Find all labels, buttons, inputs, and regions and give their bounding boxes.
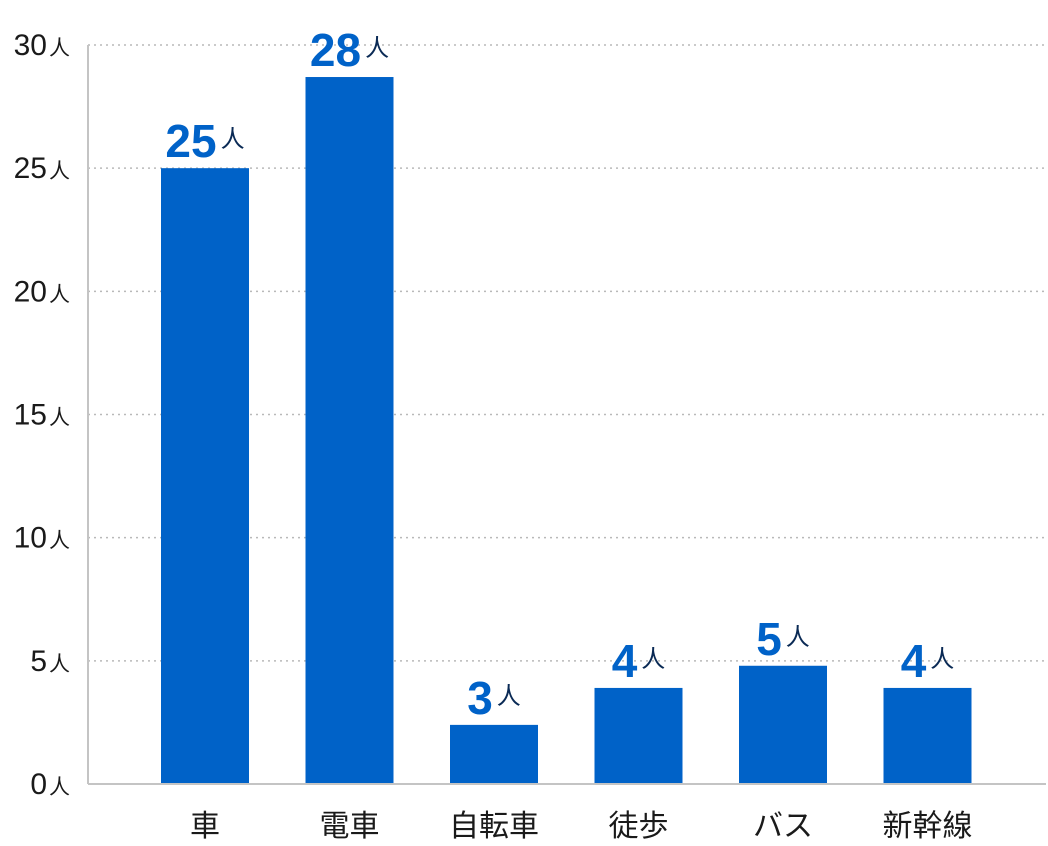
x-tick-label-2: 自転車 — [449, 809, 539, 844]
x-tick-label-4: バス — [753, 809, 813, 844]
bar-1 — [305, 77, 394, 785]
y-tick-label-25: 25人 — [14, 152, 70, 185]
bar-3 — [594, 687, 683, 784]
y-tick-label-15: 15人 — [14, 399, 70, 432]
data-labels: 25 人 28 人 3 人 4 人 5 人 4 人 — [165, 24, 954, 724]
y-tick-label-10: 10人 — [14, 522, 70, 555]
data-label-0: 25 人 — [165, 115, 244, 167]
bar-5 — [883, 687, 972, 784]
y-axis: 0人 5人 10人 15人 20人 25人 30人 — [14, 29, 89, 801]
x-tick-label-5: 新幹線 — [883, 809, 973, 844]
y-tick-label-20: 20人 — [14, 275, 70, 308]
y-tick-label-0: 0人 — [30, 768, 70, 801]
bar-0 — [161, 168, 249, 784]
gridlines — [88, 44, 1046, 662]
x-tick-label-1: 電車 — [320, 809, 380, 844]
bar-4 — [739, 665, 827, 784]
x-axis: 車 電車 自転車 徒歩 バス 新幹線 — [88, 783, 1046, 844]
x-tick-label-3: 徒歩 — [609, 809, 669, 844]
bar-2 — [450, 724, 538, 784]
y-tick-label-5: 5人 — [30, 645, 70, 678]
y-tick-label-30: 30人 — [14, 29, 70, 62]
x-tick-label-0: 車 — [190, 809, 220, 844]
data-label-1: 28 人 — [310, 24, 389, 76]
bars — [161, 77, 972, 785]
